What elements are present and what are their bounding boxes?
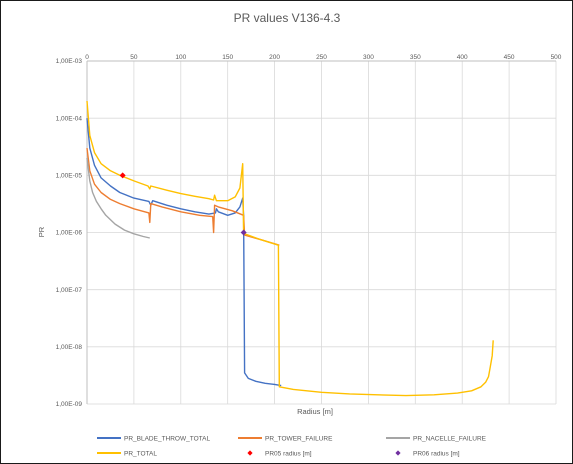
y-tick-label: 1,00E-05: [56, 173, 83, 180]
legend-item: PR_TOTAL: [97, 450, 157, 457]
legend-label: PR05 radius [m]: [265, 450, 312, 457]
legend-label: PR_TOWER_FAILURE: [265, 435, 333, 442]
legend: PR_BLADE_THROW_TOTAL PR_TOWER_FAILURE PR_N…: [97, 435, 487, 457]
x-tick-label: 450: [504, 54, 515, 61]
axis-layer: 1,00E-03 1,00E-04 1,00E-05 1,00E-06 1,00E-07…: [56, 54, 562, 408]
chart-title: PR values V136-4.3: [234, 11, 341, 25]
series-line-pr-nacelle-failure: [86, 158, 150, 239]
legend-swatch: [247, 450, 253, 456]
legend-item: PR_TOWER_FAILURE: [238, 435, 333, 442]
x-axis-title: Radius [m]: [297, 407, 333, 416]
x-tick-label: 150: [222, 54, 233, 61]
x-tick-label: 0: [85, 54, 89, 61]
x-tick-label: 250: [316, 54, 327, 61]
x-tick-label: 400: [457, 54, 468, 61]
series-line-pr-tower-failure: [86, 148, 280, 246]
y-axis-title: PR: [37, 226, 46, 237]
grid-layer: [86, 60, 557, 405]
series-line-pr-blade-throw-total: [86, 118, 282, 387]
series-line-pr-total: [86, 100, 494, 397]
marker-pr05-radius-m: [119, 172, 126, 179]
legend-label: PR_BLADE_THROW_TOTAL: [124, 435, 210, 442]
series-layer: [86, 100, 494, 397]
y-tick-label: 1,00E-07: [56, 287, 83, 294]
legend-item: PR_NACELLE_FAILURE: [386, 435, 487, 442]
legend-swatch: [395, 450, 401, 456]
y-tick-label: 1,00E-08: [56, 344, 83, 351]
legend-item: PR_BLADE_THROW_TOTAL: [97, 435, 210, 442]
x-tick-label: 200: [269, 54, 280, 61]
legend-label: PR_NACELLE_FAILURE: [413, 435, 487, 442]
y-tick-label: 1,00E-04: [56, 115, 83, 122]
x-tick-label: 300: [363, 54, 374, 61]
x-tick-label: 500: [551, 54, 562, 61]
legend-label: PR_TOTAL: [124, 450, 157, 457]
legend-label: PR06 radius [m]: [413, 450, 460, 457]
legend-item: PR05 radius [m]: [247, 450, 312, 457]
x-tick-label: 50: [130, 54, 138, 61]
y-tick-label: 1,00E-06: [56, 230, 83, 237]
x-tick-label: 350: [410, 54, 421, 61]
y-tick-label: 1,00E-03: [56, 58, 83, 65]
y-tick-label: 1,00E-09: [56, 401, 83, 408]
marker-pr06-radius-m: [240, 229, 247, 236]
x-tick-label: 100: [175, 54, 186, 61]
legend-item: PR06 radius [m]: [395, 450, 460, 457]
